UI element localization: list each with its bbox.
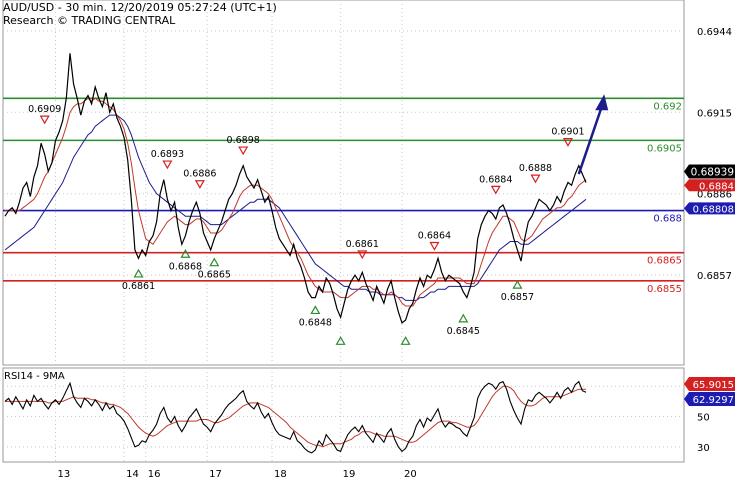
low-marker (512, 279, 523, 289)
high-marker (194, 180, 205, 189)
high-marker (429, 241, 440, 251)
level-label: 0.6865 (647, 256, 682, 267)
rsi-title: RSI14 - 9MA (4, 371, 65, 382)
level-label: 0.6855 (647, 284, 682, 295)
rsi-panel (2, 367, 685, 463)
high-marker (238, 146, 249, 156)
rsi-line (4, 380, 587, 454)
high-marker-label: 0.6864 (418, 231, 451, 242)
rsi-tick-label: 50 (697, 413, 710, 424)
price-tag-label: 0.68808 (693, 204, 734, 215)
level-label: 0.6905 (647, 143, 682, 154)
rsi-value-label: 62.9297 (693, 395, 734, 406)
x-tick-label: 19 (343, 469, 356, 480)
x-tick-label: 17 (209, 469, 222, 480)
y-tick-label: 0.6857 (697, 271, 732, 282)
low-marker-label: 0.6848 (299, 317, 332, 328)
low-marker-label: 0.6861 (122, 281, 155, 292)
rsi-ma-line (5, 385, 586, 448)
low-marker-label: 0.6845 (447, 326, 480, 337)
high-marker-label: 0.6901 (551, 127, 584, 138)
rsi-value-label: 65.9015 (693, 380, 734, 391)
ma-slow-line (4, 114, 587, 301)
x-tick-label: 13 (58, 469, 71, 480)
last-price-tag (684, 164, 735, 179)
high-marker (490, 185, 501, 195)
low-marker (209, 257, 220, 267)
rsi-tick-label: 30 (697, 443, 710, 454)
price-tag-label: 0.6884 (699, 181, 734, 192)
low-marker (133, 268, 144, 278)
high-marker-label: 0.6909 (28, 104, 61, 115)
low-marker (400, 336, 411, 345)
chart-subtitle: Research © TRADING CENTRAL (3, 14, 176, 27)
x-tick-label: 14 (126, 469, 139, 480)
price-tag (684, 179, 735, 192)
high-marker (162, 160, 173, 170)
high-marker (357, 250, 368, 260)
high-marker-label: 0.6893 (151, 149, 184, 160)
high-marker (39, 115, 50, 125)
low-marker (180, 249, 191, 258)
chart-title: AUD/USD - 30 min. 12/20/2019 05:27:24 (U… (3, 1, 277, 14)
high-marker-label: 0.6888 (519, 163, 552, 174)
y-tick-label: 0.6944 (697, 27, 732, 38)
high-marker (562, 138, 573, 147)
projection-arrow (577, 107, 603, 175)
low-marker (335, 336, 346, 345)
high-marker-label: 0.6886 (183, 169, 216, 180)
rsi-value-tag (684, 377, 735, 391)
low-marker-label: 0.6857 (501, 292, 534, 303)
high-marker-label: 0.6898 (227, 135, 260, 146)
level-label: 0.688 (653, 214, 682, 225)
low-marker (310, 305, 321, 315)
last-price-label: 0.68939 (691, 167, 734, 179)
high-marker-label: 0.6884 (479, 174, 512, 185)
x-tick-label: 20 (404, 469, 417, 480)
low-marker-label: 0.6868 (169, 261, 202, 272)
rsi-value-tag (684, 392, 735, 406)
price-line (4, 53, 587, 324)
y-tick-label: 0.6915 (697, 108, 732, 119)
high-marker-label: 0.6861 (346, 239, 379, 250)
low-marker-label: 0.6865 (198, 270, 231, 281)
y-tick-label: 0.6886 (697, 190, 732, 201)
projection-arrowhead (595, 94, 609, 111)
level-label: 0.692 (653, 101, 682, 112)
low-marker (458, 313, 469, 323)
price-tag (684, 202, 735, 215)
x-tick-label: 16 (148, 469, 161, 480)
x-tick-label: 18 (274, 469, 287, 480)
high-marker (530, 174, 541, 184)
